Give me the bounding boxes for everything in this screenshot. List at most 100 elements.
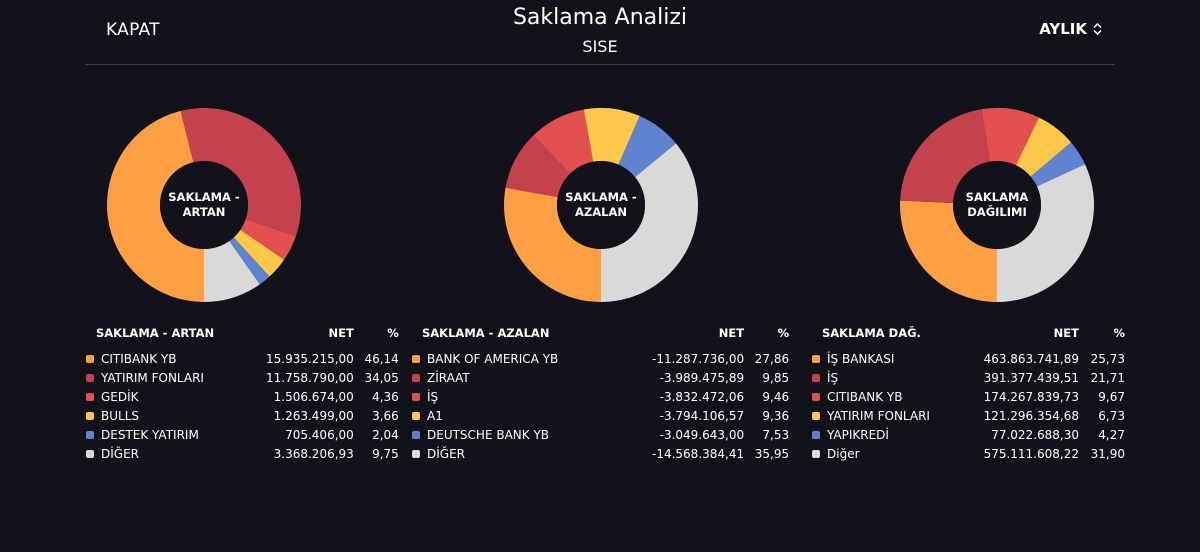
legend-item-name: GEDİK (101, 389, 139, 404)
legend-row: DESTEK YATIRIM 705.406,00 2,04 (86, 425, 399, 444)
donut-chart-dagilim: SAKLAMA DAĞILIMI (899, 107, 1095, 303)
donut-hole (953, 161, 1041, 249)
period-label: AYLIK (1039, 20, 1087, 38)
legend-item-name: DİĞER (101, 446, 139, 461)
legend-item-net: 1.263.499,00 (273, 408, 354, 423)
col-header-name: SAKLAMA DAĞ. (822, 326, 921, 340)
donut-slice (204, 240, 260, 302)
legend-item-net: 3.368.206,93 (273, 446, 354, 461)
donut-slice (233, 229, 285, 277)
sort-updown-icon (1093, 23, 1102, 35)
legend-item-name: BANK OF AMERICA YB (427, 351, 559, 366)
legend-item-net: -11.287.736,00 (652, 351, 745, 366)
legend-item-name: YATIRIM FONLARI (101, 370, 204, 385)
donut-slice (180, 108, 301, 237)
legend-swatch (86, 411, 94, 420)
donut-slice (981, 108, 1039, 166)
legend-swatch (86, 430, 94, 439)
legend-swatch (812, 411, 820, 420)
legend-item-name: CITIBANK YB (101, 351, 177, 366)
legend-table-azalan: SAKLAMA - AZALAN NET % BANK OF AMERICA Y… (412, 326, 789, 463)
legend-item-pct: 9,36 (762, 408, 790, 423)
close-button[interactable]: KAPAT (106, 20, 160, 40)
legend-item-net: 391.377.439,51 (983, 370, 1079, 385)
legend-row: ZİRAAT -3.989.475,89 9,85 (412, 368, 789, 387)
legend-row: CITIBANK YB 15.935.215,00 46,14 (86, 349, 399, 368)
legend-row: CITIBANK YB 174.267.839,73 9,67 (812, 387, 1125, 406)
col-header-net: NET (718, 326, 745, 340)
legend-swatch (812, 449, 820, 458)
legend-table-dagilim: SAKLAMA DAĞ. NET % İŞ BANKASI 463.863.741… (812, 326, 1125, 463)
legend-row: İŞ -3.832.472,06 9,46 (412, 387, 789, 406)
col-header-pct: % (1113, 326, 1125, 340)
legend-item-pct: 27,86 (754, 351, 790, 366)
legend-item-pct: 9,67 (1098, 389, 1125, 404)
legend-item-name: YAPIKREDİ (827, 427, 889, 442)
legend-row: BULLS 1.263.499,00 3,66 (86, 406, 399, 425)
legend-row: İŞ BANKASI 463.863.741,89 25,73 (812, 349, 1125, 368)
legend-swatch (812, 373, 820, 382)
legend-item-pct: 4,27 (1098, 427, 1125, 442)
legend-swatch (412, 411, 420, 420)
legend-item-pct: 9,85 (762, 370, 790, 385)
legend-item-name: A1 (427, 408, 443, 423)
donut-slice (900, 109, 990, 203)
legend-swatch (86, 392, 94, 401)
legend-item-net: 121.296.354,68 (983, 408, 1079, 423)
legend-row: YATIRIM FONLARI 121.296.354,68 6,73 (812, 406, 1125, 425)
donut-slice (1015, 117, 1072, 177)
donut-slice (240, 219, 296, 260)
legend-row: İŞ 391.377.439,51 21,71 (812, 368, 1125, 387)
donut-chart-artan: SAKLAMA - ARTAN (106, 107, 302, 303)
col-header-name: SAKLAMA - AZALAN (422, 326, 550, 340)
header: KAPAT Saklama Analizi SISE AYLIK (0, 0, 1200, 66)
legend-swatch (86, 449, 94, 458)
legend-item-pct: 9,46 (762, 389, 790, 404)
legend-item-net: -14.568.384,41 (652, 446, 745, 461)
legend-row: YAPIKREDİ 77.022.688,30 4,27 (812, 425, 1125, 444)
legend-item-net: 463.863.741,89 (983, 351, 1079, 366)
legend-item-pct: 9,75 (372, 446, 399, 461)
legend-item-pct: 31,90 (1090, 446, 1125, 461)
legend-item-net: 11.758.790,00 (266, 370, 354, 385)
legend-item-name: CITIBANK YB (827, 389, 903, 404)
period-select[interactable]: AYLIK (1039, 20, 1102, 38)
legend-item-pct: 6,73 (1098, 408, 1125, 423)
legend-item-pct: 21,71 (1090, 370, 1125, 385)
legend-row: DİĞER -14.568.384,41 35,95 (412, 444, 789, 463)
legend-swatch (412, 354, 420, 363)
legend-item-name: ZİRAAT (427, 370, 470, 385)
legend-item-pct: 4,36 (372, 389, 399, 404)
legend-item-pct: 2,04 (372, 427, 399, 442)
legend-item-name: BULLS (101, 408, 140, 423)
legend-swatch (412, 392, 420, 401)
col-header-name: SAKLAMA - ARTAN (96, 326, 215, 340)
legend-item-net: -3.049.643,00 (659, 427, 745, 442)
legend-row: A1 -3.794.106,57 9,36 (412, 406, 789, 425)
legend-item-name: İŞ BANKASI (827, 351, 895, 366)
donut-svg (107, 108, 301, 303)
legend-item-net: 705.406,00 (285, 427, 354, 442)
legend-item-net: -3.794.106,57 (659, 408, 745, 423)
legend-swatch (812, 354, 820, 363)
legend-item-name: DEUTSCHE BANK YB (427, 427, 550, 442)
legend-item-net: 575.111.608,22 (983, 446, 1079, 461)
donut-slice (583, 108, 640, 165)
col-header-net: NET (328, 326, 354, 340)
col-header-pct: % (777, 326, 790, 340)
donut-hole (160, 161, 248, 249)
legend-row: DİĞER 3.368.206,93 9,75 (86, 444, 399, 463)
legend-item-net: 174.267.839,73 (983, 389, 1079, 404)
legend-item-net: 77.022.688,30 (991, 427, 1079, 442)
legend-item-pct: 46,14 (364, 351, 399, 366)
legend-swatch (812, 430, 820, 439)
legend-row: BANK OF AMERICA YB -11.287.736,00 27,86 (412, 349, 789, 368)
legend-swatch (86, 354, 94, 363)
donut-slice (229, 237, 270, 285)
legend-row: DEUTSCHE BANK YB -3.049.643,00 7,53 (412, 425, 789, 444)
col-header-pct: % (387, 326, 399, 340)
legend-swatch (86, 373, 94, 382)
donut-hole (557, 161, 645, 249)
legend-swatch (412, 449, 420, 458)
legend-item-pct: 34,05 (364, 370, 399, 385)
